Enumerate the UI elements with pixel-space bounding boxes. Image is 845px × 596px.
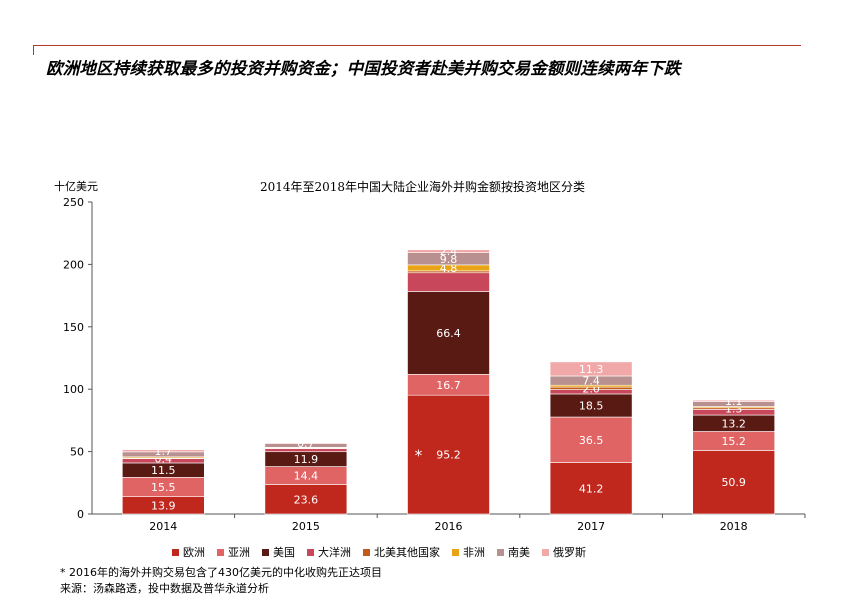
source-note: 来源：汤森路透，投中数据及普华永道分析 — [60, 580, 269, 596]
footnote: * 2016年的海外并购交易包含了430亿美元的中化收购先正达项目 — [60, 564, 382, 580]
legend-label: 北美其他国家 — [374, 544, 440, 560]
legend-swatch — [363, 549, 370, 556]
legend-label: 亚洲 — [228, 544, 250, 560]
legend-swatch — [307, 549, 314, 556]
data-label: 0.7 — [297, 437, 315, 450]
legend-item: 欧洲 — [172, 544, 205, 560]
data-label: 11.5 — [151, 464, 176, 477]
data-label: 95.2 — [436, 449, 461, 462]
y-tick-label: 150 — [63, 321, 84, 334]
legend-label: 南美 — [508, 544, 530, 560]
y-tick-label: 100 — [63, 383, 84, 396]
data-label: 1.1 — [725, 395, 743, 408]
y-tick-label: 250 — [63, 196, 84, 209]
legend-label: 大洋洲 — [318, 544, 351, 560]
data-label: 14.4 — [294, 470, 319, 483]
x-tick-label: 2014 — [149, 520, 177, 533]
data-label: 36.5 — [579, 434, 604, 447]
legend-label: 欧洲 — [183, 544, 205, 560]
data-label: 66.4 — [436, 327, 461, 340]
data-label: 11.3 — [579, 363, 604, 376]
legend-swatch — [497, 549, 504, 556]
data-label: 15.5 — [151, 481, 176, 494]
data-label: 2.4 — [440, 245, 458, 258]
legend-label: 非洲 — [463, 544, 485, 560]
data-label: 15.2 — [721, 435, 746, 448]
data-label: 13.9 — [151, 499, 176, 512]
data-label: 18.5 — [579, 399, 604, 412]
legend-swatch — [542, 549, 549, 556]
legend-item: 亚洲 — [217, 544, 250, 560]
data-label: 1.7 — [155, 445, 173, 458]
x-tick-label: 2017 — [577, 520, 605, 533]
stacked-bar-chart: 050100150200250201413.915.511.50.41.7201… — [0, 0, 845, 540]
legend-item: 北美其他国家 — [363, 544, 440, 560]
x-tick-label: 2015 — [292, 520, 320, 533]
y-tick-label: 50 — [70, 446, 84, 459]
legend-swatch — [217, 549, 224, 556]
data-label: 16.7 — [436, 379, 461, 392]
data-label: 23.6 — [294, 493, 319, 506]
chart-legend: 欧洲 亚洲 美国 大洋洲 北美其他国家 非洲 南美 俄罗斯 — [172, 544, 598, 560]
bar-segment — [408, 273, 490, 292]
legend-item: 大洋洲 — [307, 544, 351, 560]
legend-item: 俄罗斯 — [542, 544, 586, 560]
legend-item: 南美 — [497, 544, 530, 560]
annotation-asterisk: * — [415, 447, 423, 465]
data-label: 13.2 — [721, 417, 746, 430]
x-tick-label: 2018 — [720, 520, 748, 533]
legend-item: 非洲 — [452, 544, 485, 560]
data-label: 50.9 — [721, 476, 746, 489]
data-label: 11.9 — [294, 453, 319, 466]
legend-label: 俄罗斯 — [553, 544, 586, 560]
legend-swatch — [452, 549, 459, 556]
y-tick-label: 0 — [77, 508, 84, 521]
legend-swatch — [172, 549, 179, 556]
data-label: 41.2 — [579, 482, 604, 495]
legend-swatch — [262, 549, 269, 556]
x-tick-label: 2016 — [435, 520, 463, 533]
y-tick-label: 200 — [63, 258, 84, 271]
legend-item: 美国 — [262, 544, 295, 560]
data-label: 7.4 — [582, 375, 600, 388]
legend-label: 美国 — [273, 544, 295, 560]
